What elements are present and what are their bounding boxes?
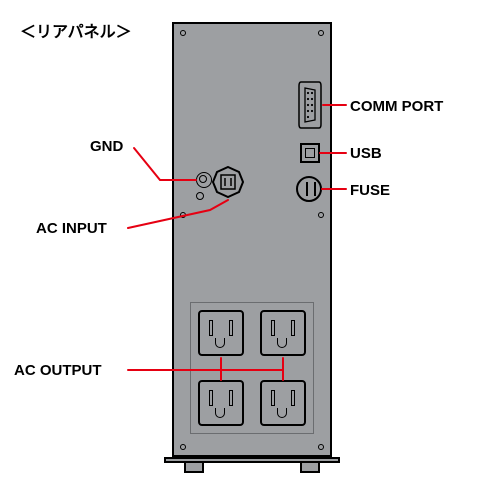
panel-foot (184, 463, 204, 473)
small-hole-icon (196, 192, 204, 200)
screw-icon (318, 212, 324, 218)
ac-outlet-icon (198, 380, 244, 426)
usb-port-icon (300, 143, 320, 163)
diagram-title: ＜リアパネル＞ (20, 18, 132, 42)
ac-outlet-icon (198, 310, 244, 356)
fuse-icon (296, 176, 322, 202)
label-ac-output: AC OUTPUT (14, 362, 102, 379)
screw-icon (180, 30, 186, 36)
screw-icon (180, 212, 186, 218)
label-usb: USB (350, 145, 382, 162)
ac-input-icon (212, 166, 244, 198)
label-fuse: FUSE (350, 182, 390, 199)
gnd-terminal-icon (196, 172, 212, 188)
comm-port-icon (297, 80, 323, 130)
screw-icon (318, 30, 324, 36)
screw-icon (180, 444, 186, 450)
ac-outlet-icon (260, 380, 306, 426)
label-gnd: GND (90, 138, 123, 155)
ac-outlet-icon (260, 310, 306, 356)
label-ac-input: AC INPUT (36, 220, 107, 237)
label-comm-port: COMM PORT (350, 98, 443, 115)
screw-icon (318, 444, 324, 450)
panel-foot (300, 463, 320, 473)
